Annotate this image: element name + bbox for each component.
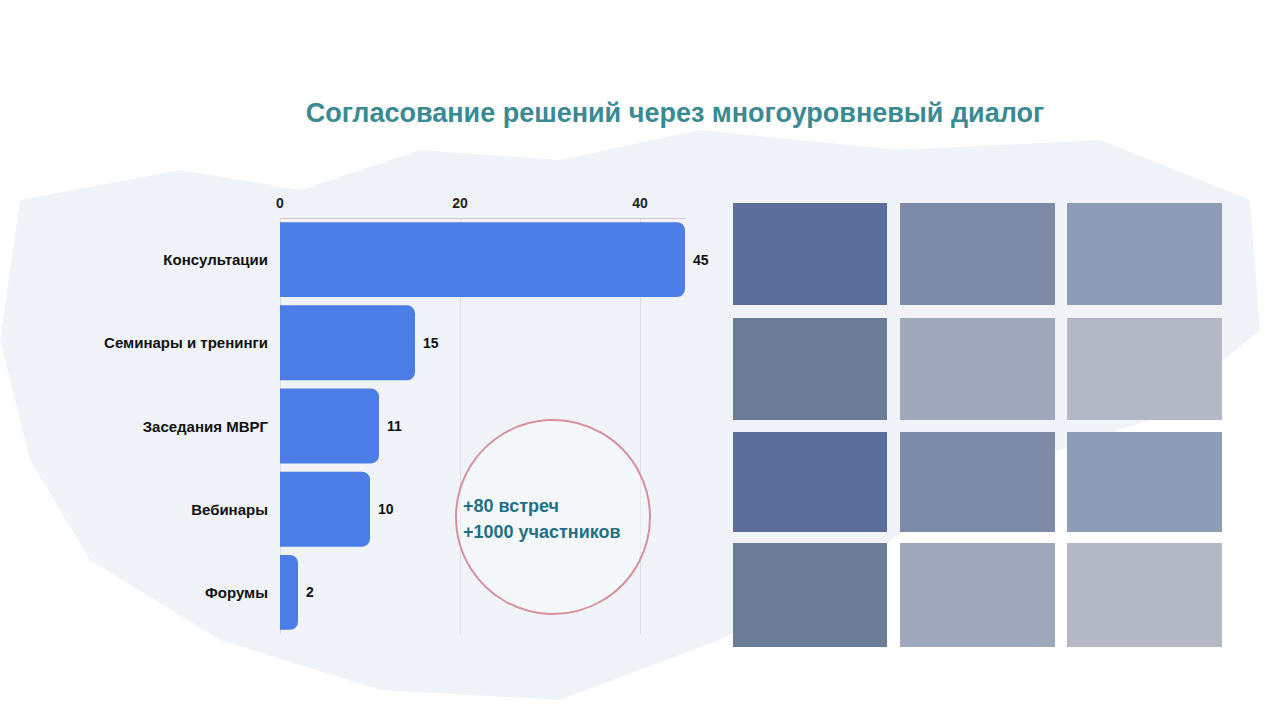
svg-text:Форумы: Форумы (205, 584, 268, 601)
svg-text:15: 15 (423, 335, 439, 351)
svg-text:2: 2 (306, 584, 314, 600)
svg-text:+1000 участников: +1000 участников (463, 522, 621, 542)
svg-text:11: 11 (387, 418, 402, 434)
svg-text:Заседания МВРГ: Заседания МВРГ (143, 418, 269, 435)
svg-text:Семинары и тренинги: Семинары и тренинги (104, 334, 268, 351)
svg-text:+80 встреч: +80 встреч (463, 496, 559, 516)
svg-text:20: 20 (452, 195, 468, 211)
svg-text:Вебинары: Вебинары (191, 501, 268, 518)
svg-text:40: 40 (632, 195, 648, 211)
svg-text:Согласование решений через мно: Согласование решений через многоуровневы… (306, 98, 1045, 128)
svg-text:10: 10 (378, 501, 394, 517)
svg-text:0: 0 (276, 195, 284, 211)
svg-text:45: 45 (693, 252, 709, 268)
svg-text:Консультации: Консультации (163, 251, 268, 268)
